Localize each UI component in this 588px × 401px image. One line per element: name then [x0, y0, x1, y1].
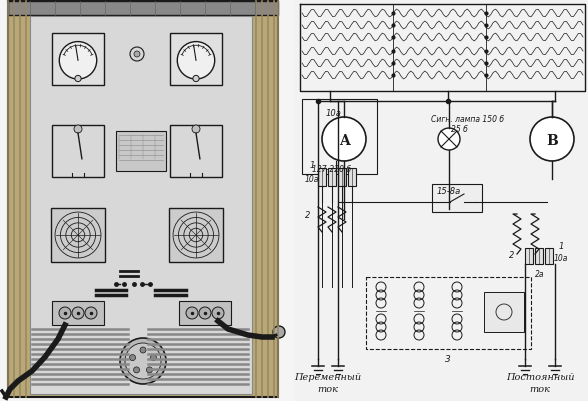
Polygon shape	[170, 126, 222, 178]
Circle shape	[322, 118, 366, 162]
Polygon shape	[52, 126, 104, 178]
Circle shape	[140, 347, 146, 353]
Polygon shape	[348, 168, 356, 186]
Polygon shape	[169, 209, 223, 262]
Text: 2а: 2а	[535, 270, 544, 279]
Circle shape	[129, 355, 136, 361]
Polygon shape	[294, 0, 588, 401]
Circle shape	[530, 118, 574, 162]
Circle shape	[130, 48, 144, 62]
Polygon shape	[484, 292, 524, 332]
Text: 2: 2	[305, 211, 310, 220]
Circle shape	[59, 43, 96, 80]
Text: 10а: 10а	[326, 109, 342, 118]
Text: 2: 2	[509, 250, 514, 259]
Text: 1: 1	[309, 161, 315, 170]
Polygon shape	[116, 132, 166, 172]
Text: 3: 3	[445, 354, 451, 364]
Text: 1: 1	[559, 242, 564, 251]
Polygon shape	[8, 2, 278, 16]
Polygon shape	[525, 248, 533, 264]
Polygon shape	[52, 34, 104, 86]
Text: Постоянный: Постоянный	[506, 373, 574, 381]
Polygon shape	[30, 17, 252, 394]
Polygon shape	[328, 168, 336, 186]
Polygon shape	[51, 209, 105, 262]
Circle shape	[59, 307, 71, 319]
Polygon shape	[338, 168, 346, 186]
Circle shape	[212, 307, 224, 319]
Text: Переменный: Переменный	[295, 373, 362, 381]
Text: 127-220 б: 127-220 б	[312, 165, 351, 174]
Text: 10а: 10а	[305, 175, 319, 184]
Text: B: B	[546, 134, 558, 148]
Polygon shape	[432, 184, 482, 213]
Circle shape	[192, 126, 200, 134]
Circle shape	[85, 307, 97, 319]
Polygon shape	[535, 248, 543, 264]
Text: 15-8а: 15-8а	[437, 187, 461, 196]
Polygon shape	[545, 248, 553, 264]
Text: ток: ток	[530, 385, 550, 393]
Circle shape	[438, 129, 460, 151]
Circle shape	[75, 76, 81, 83]
Circle shape	[125, 343, 161, 379]
Circle shape	[199, 307, 211, 319]
Polygon shape	[170, 34, 222, 86]
Circle shape	[74, 126, 82, 134]
Polygon shape	[318, 168, 326, 186]
Circle shape	[72, 307, 84, 319]
Polygon shape	[8, 2, 278, 397]
Circle shape	[134, 52, 140, 58]
Circle shape	[186, 307, 198, 319]
Text: 10а: 10а	[554, 254, 568, 263]
Circle shape	[193, 76, 199, 83]
Text: 25 б: 25 б	[451, 125, 468, 134]
Polygon shape	[179, 301, 231, 325]
Circle shape	[151, 355, 156, 361]
Circle shape	[146, 367, 152, 373]
Text: ток: ток	[318, 385, 339, 393]
Circle shape	[133, 367, 139, 373]
Polygon shape	[52, 301, 104, 325]
Circle shape	[120, 338, 166, 384]
Circle shape	[273, 326, 285, 338]
Text: A: A	[339, 134, 349, 148]
Circle shape	[177, 43, 215, 80]
Text: Сигн. лампа 150 б: Сигн. лампа 150 б	[431, 115, 504, 124]
